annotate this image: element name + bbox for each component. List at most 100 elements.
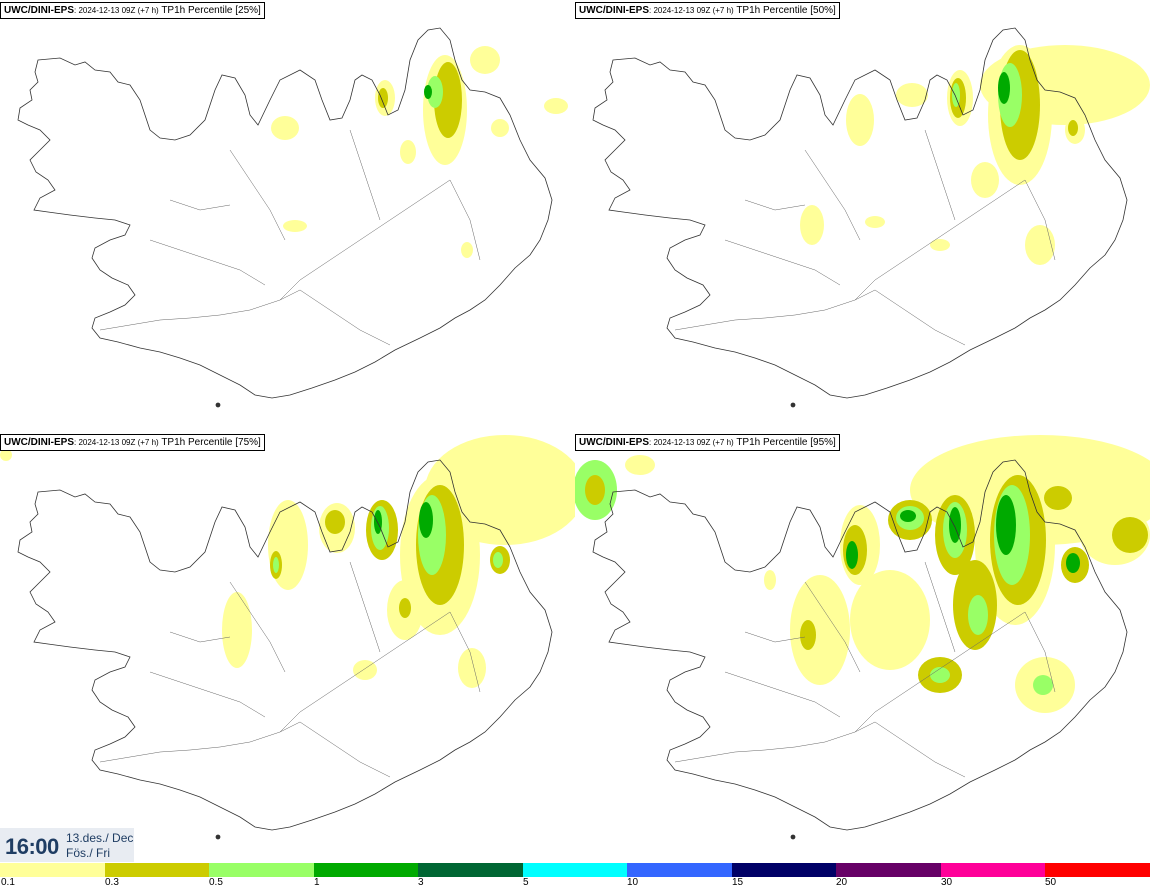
boundary-line bbox=[724, 239, 841, 286]
colorbar-segment bbox=[731, 863, 837, 877]
precip-area bbox=[0, 449, 12, 461]
map-panel-p25: UWC/DINI-EPS: 2024-12-13 09Z (+7 h) TP1h… bbox=[0, 0, 575, 430]
boundary-line bbox=[724, 671, 841, 718]
valid-time: 16:00 bbox=[5, 834, 59, 859]
boundary-line bbox=[804, 149, 861, 241]
boundary-line bbox=[874, 289, 966, 346]
precip-area bbox=[1112, 517, 1148, 553]
precip-area bbox=[400, 140, 416, 164]
boundary-line bbox=[449, 611, 481, 693]
precip-area bbox=[930, 239, 950, 251]
precip-area bbox=[353, 660, 377, 680]
valid-weekday: Fös./ Fri bbox=[66, 846, 110, 860]
precip-area bbox=[1033, 675, 1053, 695]
island bbox=[215, 402, 221, 408]
colorbar-segment bbox=[1045, 863, 1150, 877]
boundary-line bbox=[99, 721, 301, 763]
boundary-line bbox=[149, 239, 266, 286]
colorbar-segment bbox=[104, 863, 210, 877]
model-name: UWC/DINI-EPS bbox=[579, 5, 649, 16]
boundary-line bbox=[99, 289, 301, 331]
panel-title: UWC/DINI-EPS: 2024-12-13 09Z (+7 h) TP1h… bbox=[575, 434, 840, 451]
colorbar-label: 10 bbox=[627, 877, 639, 888]
precip-area bbox=[374, 510, 382, 534]
boundary-line bbox=[299, 289, 391, 346]
colorbar-segment bbox=[313, 863, 419, 877]
panel-title: UWC/DINI-EPS: 2024-12-13 09Z (+7 h) TP1h… bbox=[575, 2, 840, 19]
precip-area bbox=[790, 575, 850, 685]
precip-area bbox=[470, 46, 500, 74]
precip-area bbox=[273, 557, 279, 573]
precip-area bbox=[996, 495, 1016, 555]
colorbar-label: 15 bbox=[732, 877, 744, 888]
map-panel-p95: UWC/DINI-EPS: 2024-12-13 09Z (+7 h) TP1h… bbox=[575, 432, 1150, 862]
colorbar-segment bbox=[418, 863, 523, 877]
boundary-line bbox=[349, 129, 381, 221]
boundary-line bbox=[804, 581, 861, 673]
precip-area bbox=[896, 83, 928, 107]
boundary-line bbox=[1024, 179, 1056, 261]
boundary-line bbox=[279, 611, 451, 733]
precip-area bbox=[846, 94, 874, 146]
coastline bbox=[592, 459, 1128, 831]
boundary-line bbox=[229, 149, 286, 241]
precip-area bbox=[493, 552, 503, 568]
precip-area bbox=[1044, 486, 1072, 510]
precip-area bbox=[491, 119, 509, 137]
precip-map bbox=[0, 435, 575, 840]
map-panel-p50: UWC/DINI-EPS: 2024-12-13 09Z (+7 h) TP1h… bbox=[575, 0, 1150, 430]
precip-area bbox=[424, 85, 432, 99]
boundary-line bbox=[229, 581, 286, 673]
precip-area bbox=[399, 598, 411, 618]
colorbar-label: 50 bbox=[1045, 877, 1057, 888]
boundary-line bbox=[854, 611, 1026, 733]
precip-area bbox=[971, 162, 999, 198]
precip-area bbox=[283, 220, 307, 232]
run-info: : 2024-12-13 09Z (+7 h) bbox=[74, 6, 159, 15]
precip-area bbox=[846, 541, 858, 569]
precip-area bbox=[850, 570, 930, 670]
colorbar-label: 0.3 bbox=[105, 877, 119, 888]
colorbar bbox=[0, 863, 1150, 877]
colorbar-label: 20 bbox=[836, 877, 848, 888]
precip-area bbox=[625, 455, 655, 475]
panel-title: UWC/DINI-EPS: 2024-12-13 09Z (+7 h) TP1h… bbox=[0, 434, 265, 451]
precip-area bbox=[998, 72, 1010, 104]
colorbar-label: 0.5 bbox=[209, 877, 223, 888]
model-name: UWC/DINI-EPS bbox=[4, 5, 74, 16]
boundary-line bbox=[169, 631, 231, 643]
boundary-line bbox=[149, 671, 266, 718]
field-name: TP1h Percentile [25%] bbox=[161, 5, 261, 16]
coastline bbox=[592, 27, 1128, 399]
precip-area bbox=[427, 76, 443, 108]
boundary-line bbox=[924, 129, 956, 221]
precip-area bbox=[461, 242, 473, 258]
precip-area bbox=[968, 595, 988, 635]
model-name: UWC/DINI-EPS bbox=[579, 437, 649, 448]
boundary-line bbox=[744, 631, 806, 643]
island bbox=[790, 402, 796, 408]
island bbox=[215, 834, 221, 840]
precip-area bbox=[1066, 553, 1080, 573]
precip-map bbox=[575, 435, 1150, 840]
colorbar-segment bbox=[836, 863, 941, 877]
precip-area bbox=[800, 620, 816, 650]
boundary-line bbox=[349, 561, 381, 653]
boundary-line bbox=[874, 721, 966, 778]
precip-area bbox=[458, 648, 486, 688]
precip-map bbox=[17, 27, 568, 408]
boundary-line bbox=[674, 721, 876, 763]
panel-title: UWC/DINI-EPS: 2024-12-13 09Z (+7 h) TP1h… bbox=[0, 2, 265, 19]
colorbar-label: 1 bbox=[314, 877, 320, 888]
precip-area bbox=[1025, 225, 1055, 265]
precip-area bbox=[378, 88, 388, 108]
precip-area bbox=[222, 592, 252, 668]
run-info: : 2024-12-13 09Z (+7 h) bbox=[74, 438, 159, 447]
valid-date: 13.des./ Dec bbox=[66, 831, 134, 845]
island bbox=[790, 834, 796, 840]
field-name: TP1h Percentile [50%] bbox=[736, 5, 836, 16]
valid-time-box: 16:00 13.des./ Dec Fös./ Fri bbox=[0, 828, 134, 862]
colorbar-segment bbox=[209, 863, 314, 877]
colorbar-labels: 0.1 0.3 0.5 1 3 5 10 15 20 30 50 bbox=[0, 877, 1150, 891]
precip-area bbox=[419, 502, 433, 538]
